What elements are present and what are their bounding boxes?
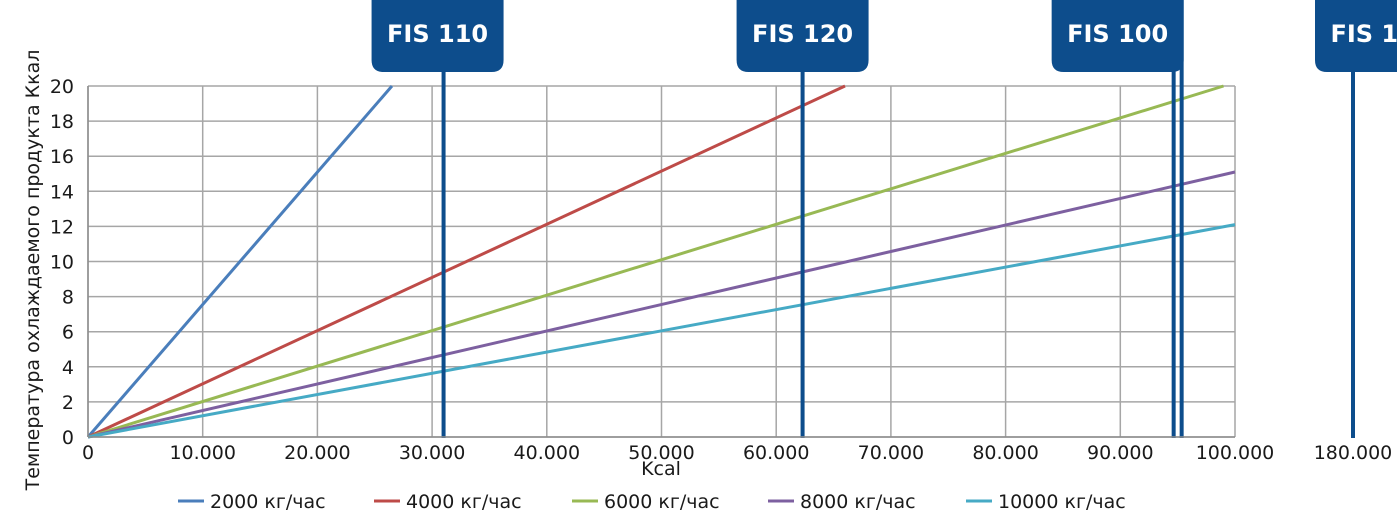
x-tick-label: 0 (82, 442, 94, 464)
y-tick-label: 14 (50, 181, 74, 203)
model-label: FIS 120 (752, 20, 853, 48)
series-line-5 (87, 223, 1236, 439)
series-line-1 (86, 85, 394, 438)
model-marker-fis-120: FIS 120 (736, 0, 869, 438)
x-tick-label: 60.000 (743, 442, 809, 464)
model-marker-fis-100: FIS 100 (1051, 0, 1184, 438)
model-marker-fis-110: FIS 110 (371, 0, 504, 438)
x-tick-label: 80.000 (972, 442, 1038, 464)
series-line-2 (87, 84, 846, 439)
model-label: FIS 100 (1067, 20, 1168, 48)
legend-label: 10000 кг/час (998, 491, 1126, 513)
y-tick-label: 2 (62, 392, 74, 414)
y-axis-title: Температура охлаждаемого продукта Ккал (22, 50, 44, 492)
y-tick-label: 0 (62, 427, 74, 449)
axes: 0 2 4 6 8 10 12 14 16 18 20 0 10.000 20.000 30.000 40.0… (50, 76, 1392, 464)
x-tick-label: 30.000 (399, 442, 465, 464)
legend-label: 2000 кг/час (210, 491, 326, 513)
x-tick-label: 50.000 (628, 442, 694, 464)
y-tick-label: 16 (50, 146, 74, 168)
x-tick-label: 180.000 (1314, 442, 1393, 464)
x-tick-label: 90.000 (1087, 442, 1153, 464)
x-tick-label: 20.000 (284, 442, 350, 464)
x-tick-label: 40.000 (514, 442, 580, 464)
model-label: FIS 110 (387, 20, 488, 48)
legend-label: 6000 кг/час (604, 491, 720, 513)
x-axis-title: Kcal (641, 458, 681, 480)
y-tick-label: 4 (62, 357, 74, 379)
series-group (86, 84, 1236, 439)
y-tick-label: 12 (50, 216, 74, 238)
y-tick-label: 18 (50, 111, 74, 133)
model-label-box (1051, 0, 1184, 72)
x-tick-label: 70.000 (858, 442, 924, 464)
y-tick-label: 6 (62, 322, 74, 344)
model-label-box (371, 0, 504, 72)
series-line-3 (87, 84, 1224, 439)
y-tick-label: 8 (62, 287, 74, 309)
x-tick-label: 100.000 (1196, 442, 1275, 464)
model-label-box (1315, 0, 1397, 72)
model-label: FIS 102 (1330, 20, 1397, 48)
legend-label: 8000 кг/час (800, 491, 916, 513)
model-markers: FIS 110 FIS 120 FIS 100 FIS 102 (371, 0, 1397, 438)
y-tick-label: 20 (50, 76, 74, 98)
x-tick-label: 10.000 (169, 442, 235, 464)
legend: 2000 кг/час 4000 кг/час 6000 кг/час 8000 кг… (178, 491, 1126, 513)
model-marker-fis-102: FIS 102 (1315, 0, 1397, 438)
model-label-box (736, 0, 869, 72)
series-line-4 (87, 170, 1236, 439)
y-tick-label: 10 (50, 252, 74, 274)
legend-label: 4000 кг/час (406, 491, 522, 513)
